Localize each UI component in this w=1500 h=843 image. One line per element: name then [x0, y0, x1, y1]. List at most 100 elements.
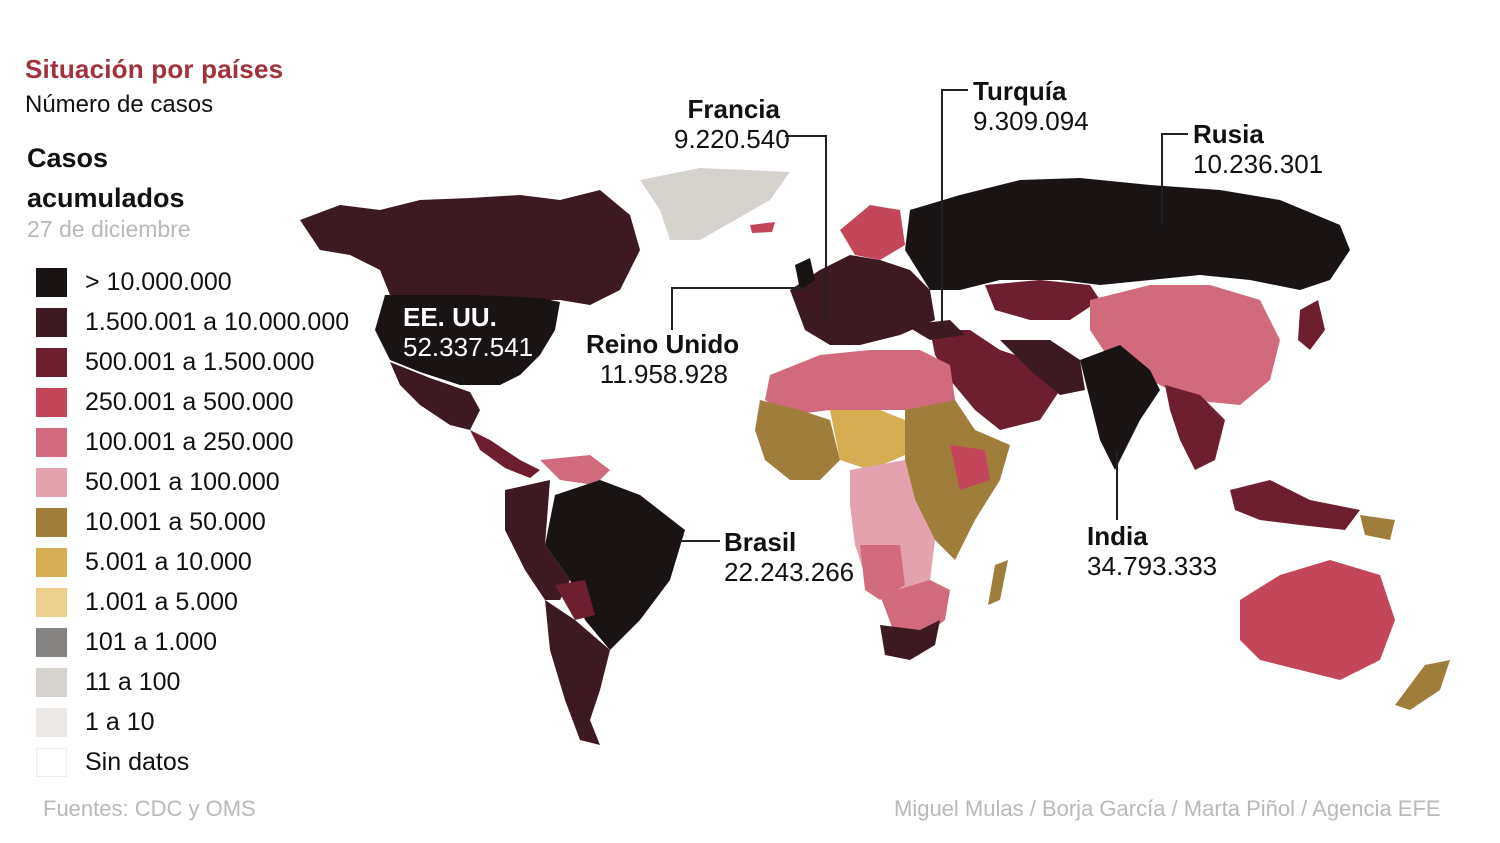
callout-uk-name: Reino Unido [586, 329, 740, 359]
legend-item: > 10.000.000 [36, 262, 349, 302]
callout-france-value: 9.220.540 [674, 124, 790, 154]
legend-label: 1.001 a 5.000 [85, 587, 238, 616]
region-india [1080, 345, 1160, 470]
legend-item: 250.001 a 500.000 [36, 382, 349, 422]
legend-swatch [36, 307, 67, 337]
legend-item: 10.001 a 50.000 [36, 502, 349, 542]
callout-france-name: Francia [687, 94, 781, 124]
region-iran [1000, 340, 1085, 395]
region-argentina-chile [545, 600, 610, 745]
callout-turkey-name: Turquía [973, 76, 1067, 106]
region-canada [300, 190, 640, 305]
legend-label: 1 a 10 [85, 707, 155, 736]
region-north-africa [765, 350, 955, 415]
region-scandinavia [840, 205, 905, 260]
callout-india-name: India [1087, 521, 1148, 551]
legend-item: 50.001 a 100.000 [36, 462, 349, 502]
legend-item: Sin datos [36, 742, 349, 782]
callout-usa-name: EE. UU. [403, 302, 497, 332]
region-uk [795, 258, 815, 290]
region-indonesia [1230, 480, 1360, 530]
legend-swatch [36, 467, 67, 497]
region-new-zealand [1395, 660, 1450, 710]
region-middle-east [930, 330, 1060, 430]
legend-label: 10.001 a 50.000 [85, 507, 266, 536]
callout-india-value: 34.793.333 [1087, 551, 1218, 581]
legend-item: 500.001 a 1.500.000 [36, 342, 349, 382]
callout-russia: Rusia 10.236.301 [1193, 119, 1323, 179]
legend-label: 100.001 a 250.000 [85, 427, 294, 456]
legend: > 10.000.000 1.500.001 a 10.000.000 500.… [36, 262, 349, 782]
legend-label: 5.001 a 10.000 [85, 547, 252, 576]
chart-title: Situación por países [25, 54, 284, 84]
region-bolivia [555, 580, 595, 620]
callout-russia-value: 10.236.301 [1193, 149, 1324, 179]
legend-label: 500.001 a 1.500.000 [85, 347, 315, 376]
legend-swatch [36, 547, 67, 577]
region-brazil [545, 480, 685, 650]
legend-swatch [36, 667, 67, 697]
leader-line-turkey [941, 89, 968, 330]
region-west-africa [755, 400, 840, 480]
region-madagascar [988, 560, 1008, 605]
legend-swatch [36, 387, 67, 417]
leader-line-russia [1161, 133, 1188, 225]
legend-title: Casos acumulados [27, 143, 185, 213]
legend-label: 101 a 1.000 [85, 627, 218, 656]
legend-item: 1.500.001 a 10.000.000 [36, 302, 349, 342]
legend-date: 27 de diciembre [27, 216, 191, 242]
callout-usa: EE. UU. 52.337.541 [403, 302, 533, 362]
callout-turkey-value: 9.309.094 [973, 106, 1089, 136]
legend-item: 1 a 10 [36, 702, 349, 742]
legend-label: > 10.000.000 [85, 267, 232, 296]
region-kazakhstan [985, 280, 1100, 320]
legend-swatch [36, 747, 67, 777]
legend-swatch [36, 347, 67, 377]
region-ethiopia [950, 445, 990, 490]
callout-russia-name: Rusia [1193, 119, 1264, 149]
legend-swatch [36, 427, 67, 457]
region-russia [905, 178, 1350, 290]
legend-swatch [36, 507, 67, 537]
credits-text: Miguel Mulas / Borja García / Marta Piño… [894, 796, 1441, 821]
callout-uk-value: 11.958.928 [599, 359, 728, 389]
callout-india: India 34.793.333 [1087, 521, 1217, 581]
region-iceland [750, 222, 775, 233]
region-se-asia [1165, 385, 1225, 470]
region-andes [505, 480, 570, 600]
region-greenland [640, 168, 790, 240]
legend-label: 11 a 100 [85, 667, 181, 696]
callout-leader-lines [671, 89, 1188, 542]
legend-item: 100.001 a 250.000 [36, 422, 349, 462]
legend-label: 50.001 a 100.000 [85, 467, 280, 496]
sources-text: Fuentes: CDC y OMS [43, 796, 256, 821]
legend-swatch [36, 267, 67, 297]
region-turkey [905, 320, 965, 340]
callout-uk: Reino Unido 11.958.928 [586, 329, 740, 389]
callout-turkey: Turquía 9.309.094 [973, 76, 1089, 136]
leader-line-uk [671, 287, 806, 330]
callout-brazil: Brasil 22.243.266 [724, 527, 854, 587]
legend-label: Sin datos [85, 747, 190, 776]
callout-usa-value: 52.337.541 [403, 332, 534, 362]
region-japan [1298, 300, 1325, 350]
legend-swatch [36, 627, 67, 657]
region-mexico [390, 362, 480, 430]
legend-label: 250.001 a 500.000 [85, 387, 294, 416]
legend-swatch [36, 587, 67, 617]
legend-item: 11 a 100 [36, 662, 349, 702]
region-central-america [470, 430, 540, 478]
legend-item: 5.001 a 10.000 [36, 542, 349, 582]
legend-item: 1.001 a 5.000 [36, 582, 349, 622]
leader-line-france [785, 135, 827, 320]
region-south-africa [880, 620, 940, 660]
region-east-africa [905, 400, 1010, 560]
region-usa [375, 295, 560, 385]
legend-item: 101 a 1.000 [36, 622, 349, 662]
callout-brazil-value: 22.243.266 [724, 557, 855, 587]
callout-france: Francia 9.220.540 [674, 94, 790, 154]
legend-swatch [36, 707, 67, 737]
chart-subtitle: Número de casos [25, 91, 214, 118]
region-angola [860, 545, 905, 600]
